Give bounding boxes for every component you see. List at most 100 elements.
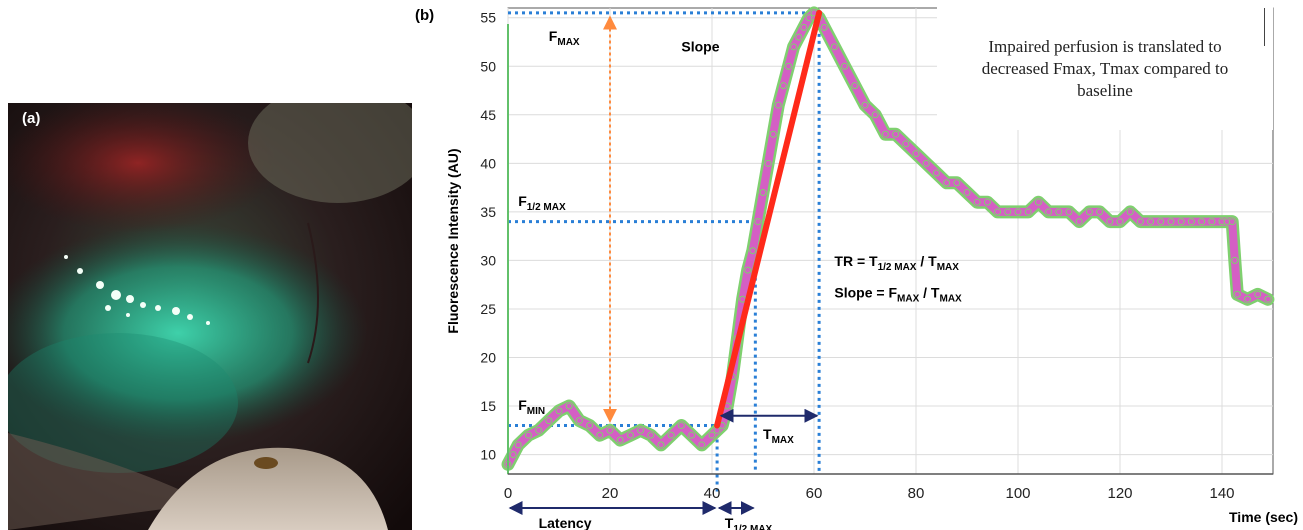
slope-formula-part: MAX: [939, 293, 962, 304]
data-point: [1177, 218, 1185, 226]
data-point: [1034, 198, 1042, 206]
tr-formula: TR = T1/2 MAX / TMAX: [834, 253, 959, 273]
data-point: [524, 431, 532, 439]
data-point: [744, 266, 752, 274]
panel-b-label: (b): [415, 7, 434, 24]
data-point: [754, 218, 762, 226]
data-point: [1126, 208, 1134, 216]
data-point: [1157, 218, 1165, 226]
y-tick-label: 35: [480, 204, 496, 220]
x-tick-label: 120: [1107, 485, 1132, 502]
data-point: [973, 198, 981, 206]
t-max-label: TMAX: [763, 426, 794, 446]
note-line-2: decreased Fmax, Tmax compared to: [981, 59, 1229, 78]
y-tick-label: 40: [480, 155, 496, 171]
data-point: [509, 451, 517, 459]
x-tick-label: 40: [704, 485, 721, 502]
t-half-label: T1/2 MAX: [725, 515, 773, 530]
y-tick-label: 55: [480, 10, 496, 26]
data-point: [1167, 218, 1175, 226]
data-point: [616, 436, 624, 444]
slope-formula: Slope = FMAX / TMAX: [834, 284, 962, 304]
slope-formula-part: Slope = F: [834, 284, 897, 300]
y-tick-label: 25: [480, 301, 496, 317]
data-point: [708, 431, 716, 439]
y-tick-label: 30: [480, 252, 496, 268]
y-tick-label: 10: [480, 447, 496, 463]
data-point: [1014, 208, 1022, 216]
y-tick-label: 15: [480, 398, 496, 414]
data-point: [677, 421, 685, 429]
note-line-3: baseline: [1077, 81, 1133, 100]
data-point: [1231, 256, 1239, 264]
data-point: [698, 441, 706, 449]
data-point: [830, 43, 838, 51]
x-axis-label: Time (sec): [1229, 509, 1298, 525]
tr-formula-part: / T: [916, 253, 937, 269]
data-point: [637, 426, 645, 434]
data-point: [535, 426, 543, 434]
data-point: [1264, 295, 1272, 303]
f-half-label-main: F: [518, 193, 527, 209]
data-point: [912, 150, 920, 158]
data-point: [943, 179, 951, 187]
t-max-label-main: T: [763, 426, 772, 442]
y-tick-label: 45: [480, 107, 496, 123]
data-point: [749, 247, 757, 255]
data-point: [667, 431, 675, 439]
data-point: [1233, 290, 1241, 298]
x-tick-label: 100: [1005, 485, 1030, 502]
data-point: [800, 23, 808, 31]
data-point: [657, 441, 665, 449]
data-point: [1075, 218, 1083, 226]
data-point: [1198, 218, 1206, 226]
x-tick-label: 60: [806, 485, 823, 502]
data-point: [514, 441, 522, 449]
t-half-label-subscript: 1/2 MAX: [733, 524, 772, 530]
data-point: [774, 101, 782, 109]
fluorescence-endoscopy-image: (a): [8, 103, 412, 530]
data-point: [983, 198, 991, 206]
f-max-label-subscript: MAX: [557, 37, 580, 48]
data-point: [586, 421, 594, 429]
data-point: [1024, 208, 1032, 216]
axes: 10 15 20 25 30 35 40 45 50 55 0 20 40 60 80 100 120 140 Fl…: [445, 10, 1298, 525]
data-point: [795, 33, 803, 41]
f-max-label-main: F: [549, 28, 558, 44]
data-point: [779, 82, 787, 90]
f-max-label: FMAX: [549, 28, 580, 48]
endoscopy-photo: [8, 103, 412, 530]
x-tick-label: 140: [1209, 485, 1234, 502]
data-point: [892, 130, 900, 138]
data-point: [805, 14, 813, 22]
data-point: [953, 179, 961, 187]
data-point: [1254, 290, 1262, 298]
t-half-label-main: T: [725, 515, 734, 530]
f-min-label-main: F: [518, 397, 527, 413]
slope-formula-part: / T: [919, 284, 940, 300]
data-point: [1106, 218, 1114, 226]
tr-formula-part: 1/2 MAX: [878, 262, 917, 273]
latency-label: Latency: [539, 515, 592, 530]
data-point: [861, 101, 869, 109]
data-point: [851, 82, 859, 90]
data-point: [565, 402, 573, 410]
data-point: [1065, 208, 1073, 216]
data-point: [963, 188, 971, 196]
f-half-label-subscript: 1/2 MAX: [527, 202, 566, 213]
data-point: [1004, 208, 1012, 216]
t-max-label-subscript: MAX: [772, 435, 795, 446]
data-point: [596, 431, 604, 439]
data-point: [555, 407, 563, 415]
data-point: [1136, 218, 1144, 226]
data-point: [759, 188, 767, 196]
divider-line: [1264, 8, 1265, 46]
data-point: [647, 431, 655, 439]
x-tick-label: 80: [908, 485, 925, 502]
x-tick-label: 20: [602, 485, 619, 502]
data-point: [1244, 295, 1251, 303]
tr-formula-part: MAX: [937, 262, 960, 273]
slope-label: Slope: [681, 39, 719, 55]
data-point: [1228, 218, 1236, 226]
